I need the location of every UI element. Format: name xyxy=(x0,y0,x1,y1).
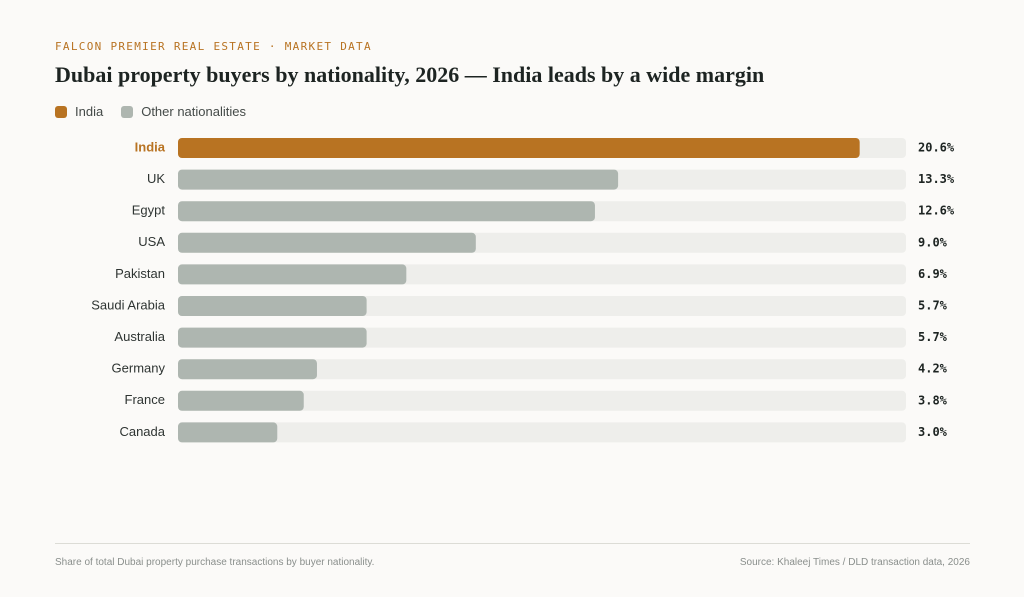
bar-india xyxy=(178,138,860,158)
bar-egypt xyxy=(178,201,595,222)
value-label-germany: 4.2% xyxy=(918,362,948,376)
category-label-australia: Australia xyxy=(114,329,165,344)
value-label-india: 20.6% xyxy=(918,141,955,155)
bar-australia xyxy=(178,327,367,348)
bar-track-canada xyxy=(178,422,906,443)
category-label-germany: Germany xyxy=(112,361,166,376)
chart-title: Dubai property buyers by nationality, 20… xyxy=(55,62,765,87)
legend-label-other: Other nationalities xyxy=(141,104,246,119)
chart-footnote: Share of total Dubai property purchase t… xyxy=(55,557,375,568)
category-label-uk: UK xyxy=(147,171,165,186)
bar-canada xyxy=(178,422,278,443)
category-label-india: India xyxy=(135,139,166,154)
value-label-australia: 5.7% xyxy=(918,330,948,344)
legend-item-other: Other nationalities xyxy=(121,104,246,119)
value-label-pakistan: 6.9% xyxy=(918,267,948,281)
bar-track-germany xyxy=(178,359,906,380)
chart-source: Source: Khaleej Times / DLD transaction … xyxy=(739,557,970,568)
category-label-france: France xyxy=(125,392,165,407)
category-label-pakistan: Pakistan xyxy=(115,266,165,281)
value-label-egypt: 12.6% xyxy=(918,204,955,218)
bar-germany xyxy=(178,359,317,380)
legend-item-india: India xyxy=(55,104,103,119)
bar-saudi-arabia xyxy=(178,296,367,316)
category-label-egypt: Egypt xyxy=(132,203,166,218)
chart-kicker: FALCON PREMIER REAL ESTATE · MARKET DATA xyxy=(55,40,372,53)
category-label-canada: Canada xyxy=(119,424,165,439)
value-label-saudi-arabia: 5.7% xyxy=(918,299,948,313)
bar-uk xyxy=(178,169,619,190)
category-label-saudi-arabia: Saudi Arabia xyxy=(91,297,165,312)
value-label-usa: 9.0% xyxy=(918,235,948,249)
value-label-uk: 13.3% xyxy=(918,172,955,186)
bar-france xyxy=(178,390,304,411)
category-label-usa: USA xyxy=(138,234,165,249)
legend-swatch-india xyxy=(55,105,67,118)
legend-swatch-other xyxy=(121,105,134,118)
value-label-france: 3.8% xyxy=(918,393,948,407)
bar-track-france xyxy=(178,390,906,411)
legend-label-india: India xyxy=(75,104,104,119)
value-label-canada: 3.0% xyxy=(918,425,948,439)
footer-divider xyxy=(55,543,970,544)
bar-usa xyxy=(178,232,476,253)
chart-legend: India Other nationalities xyxy=(55,104,246,119)
bar-pakistan xyxy=(178,264,407,285)
